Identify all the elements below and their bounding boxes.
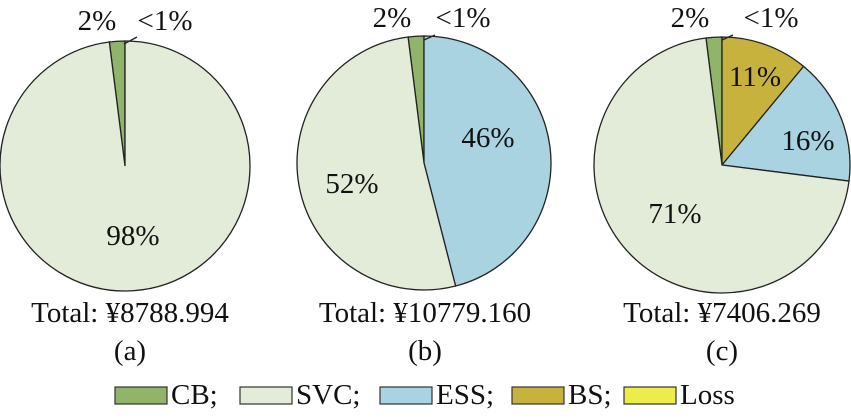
leader-line [423, 34, 436, 41]
slice-label-cb: 2% [78, 5, 117, 37]
pie-b: 2% 52% 46% <1% [296, 2, 552, 291]
pie-a: 2% 98% <1% [0, 5, 251, 292]
panel-a: 2% 98% <1% Total: ¥8788.994 (a) [0, 5, 251, 367]
total-label-b: Total: ¥10779.160 [319, 297, 531, 329]
slice-label-bs: 11% [729, 61, 781, 93]
total-label-c: Total: ¥7406.269 [623, 297, 821, 329]
legend: CB; SVC; ESS; BS; Loss [114, 379, 735, 411]
pie-slice-svc [0, 40, 251, 292]
pie-slice-ess [423, 35, 552, 287]
panel-label-b: (b) [408, 335, 442, 367]
slice-label-cb: 2% [373, 2, 412, 34]
legend-label-loss: Loss [680, 379, 735, 411]
slice-label-svc: 52% [325, 168, 378, 200]
legend-swatch-ess [379, 386, 433, 405]
legend-label-cb: CB; [171, 379, 218, 411]
slice-label-svc: 71% [648, 198, 701, 230]
slice-label-svc: 98% [106, 220, 159, 252]
pie-slice-ess [720, 65, 851, 182]
legend-label-ess: ESS; [436, 379, 494, 411]
pie-c: 2% 71% 16%11% <1% [593, 2, 851, 294]
slice-label-loss: <1% [137, 5, 192, 37]
slice-label-ess: 46% [461, 122, 514, 154]
leader-line [123, 36, 138, 45]
panel-c: 2% 71% 16%11% <1% Total: ¥7406.269 (c) [593, 2, 851, 367]
pie-slice-svc [593, 37, 850, 294]
slice-label-cb: 2% [671, 2, 710, 34]
pie-slice-bs [721, 36, 805, 167]
legend-swatch-svc [239, 386, 293, 405]
panel-label-c: (c) [706, 335, 738, 367]
slice-label-loss: <1% [743, 2, 798, 34]
legend-swatch-loss [623, 386, 677, 405]
pie-slice-svc [296, 36, 457, 291]
legend-swatch-bs [511, 386, 565, 405]
legend-label-svc: SVC; [296, 379, 360, 411]
legend-label-bs: BS; [568, 379, 612, 411]
slice-label-ess: 16% [781, 125, 834, 157]
slice-label-loss: <1% [435, 2, 490, 34]
legend-swatch-cb [114, 386, 168, 405]
panel-b: 2% 52% 46% <1% Total: ¥10779.160 (b) [296, 2, 552, 367]
total-label-a: Total: ¥8788.994 [31, 297, 229, 329]
leader-line [721, 34, 734, 41]
panel-label-a: (a) [114, 335, 146, 367]
